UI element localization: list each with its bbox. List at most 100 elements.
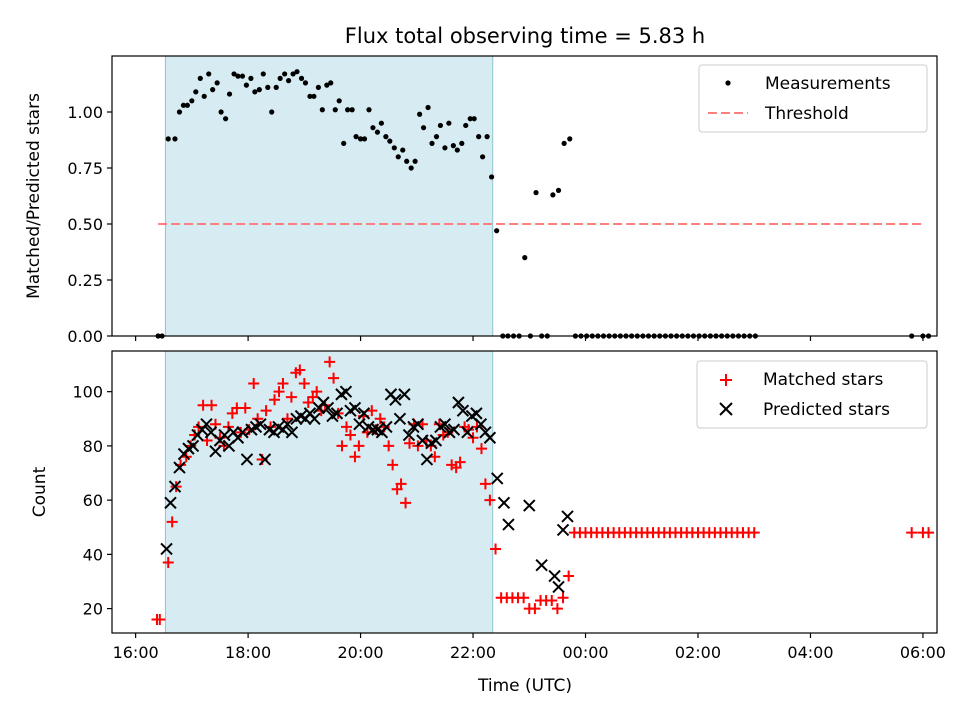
predicted-stars-point [366, 423, 380, 436]
measurement-point [417, 111, 423, 117]
measurement-point [480, 154, 486, 160]
predicted-stars-point [380, 420, 393, 434]
legend-measurements-marker [725, 80, 731, 86]
predicted-stars-point [393, 412, 407, 425]
x-tick-label: 04:00 [787, 643, 833, 662]
matched-stars-point [328, 372, 340, 384]
measurement-point [285, 78, 292, 84]
measurement-point [446, 120, 452, 126]
matched-stars-point [269, 394, 281, 406]
matched-stars-point [454, 456, 466, 468]
matched-stars-point [403, 437, 415, 449]
measurement-point [467, 116, 473, 122]
panel-count: 20 40 60 80 100 16:00 18:00 20:00 22:00 00:00 02:… [30, 350, 946, 696]
matched-stars-point [546, 594, 558, 606]
x-tick-label: 18:00 [225, 643, 271, 662]
measurement-point [489, 174, 495, 180]
measurement-point [555, 187, 562, 193]
panel-count-ytick-label: 40 [83, 545, 103, 564]
panel-ratio-ylabel: Matched/Predicted stars [24, 93, 44, 299]
panel-ratio-ytick-label: 0.50 [67, 215, 103, 234]
measurement-point [282, 71, 288, 77]
predicted-stars-point [339, 385, 353, 398]
measurement-point [400, 147, 406, 153]
measurement-point [214, 80, 220, 86]
measurement-point [315, 84, 321, 90]
panel-count-ytick-label: 100 [72, 383, 103, 402]
matched-stars-point [248, 378, 260, 390]
matched-stars-point [374, 413, 386, 425]
predicted-stars-point [209, 445, 222, 458]
predicted-stars-point [285, 426, 299, 439]
panel-ratio-ytick-label: 0.25 [67, 271, 103, 290]
measurement-point [387, 138, 393, 144]
matched-stars-point [154, 613, 166, 625]
measurement-point [277, 75, 283, 81]
measurement-point [404, 158, 410, 164]
measurement-point [210, 87, 216, 93]
panel-ratio-shaded-window [164, 55, 494, 337]
legend-predicted-label: Predicted stars [763, 400, 890, 420]
measurement-point [459, 140, 465, 146]
panel-ratio: 0.00 0.25 0.50 0.75 1.00 Matched/Predicted s… [24, 55, 938, 346]
predicted-stars-point [402, 428, 416, 442]
measurement-point [437, 122, 444, 129]
x-tick-label: 00:00 [562, 643, 608, 662]
measurement-point [349, 107, 355, 113]
measurement-point [184, 102, 190, 108]
measurement-point [324, 82, 330, 88]
predicted-stars-point [552, 580, 565, 594]
matched-stars-point [518, 592, 530, 604]
matched-stars-point [353, 440, 365, 452]
matched-stars-point [563, 570, 575, 582]
measurement-point [345, 107, 351, 113]
measurement-point [265, 84, 271, 90]
predicted-stars-point [416, 434, 429, 447]
x-tick-label: 02:00 [675, 643, 721, 662]
measurement-point [374, 129, 381, 135]
predicted-stars-point [548, 569, 561, 583]
matched-stars-point [324, 356, 336, 368]
panel-ratio-frame [111, 55, 938, 337]
predicted-stars-point [281, 418, 294, 431]
measurement-point [165, 136, 171, 142]
matched-stars-point [311, 386, 323, 398]
matched-stars-point [336, 440, 348, 452]
x-tick-label: 16:00 [113, 643, 159, 662]
matched-stars-point [395, 478, 407, 490]
measurement-point [522, 255, 528, 261]
matched-stars-point [557, 592, 569, 604]
matched-stars-point [273, 386, 285, 398]
panel-count-shaded-window [164, 350, 494, 634]
matched-stars-point [429, 451, 441, 463]
chart-title: Flux total observing time = 5.83 h [345, 24, 705, 48]
measurement-point [302, 80, 309, 86]
measurement-point [366, 107, 372, 113]
predicted-stars-point [173, 461, 186, 474]
measurement-point [395, 154, 401, 160]
measurement-point [450, 143, 456, 149]
panel-count-ylabel: Count [30, 466, 50, 517]
x-axis-label: Time (UTC) [477, 676, 572, 696]
measurement-point [357, 136, 364, 142]
matched-stars-point [400, 497, 412, 509]
predicted-stars-point [236, 426, 249, 439]
x-tick-label: 20:00 [338, 643, 384, 662]
panel-count-frame [111, 350, 938, 634]
measurement-point [533, 190, 539, 196]
measurement-point [180, 102, 187, 108]
measurement-point [341, 140, 347, 146]
predicted-stars-point [240, 453, 254, 466]
predicted-stars-point [168, 480, 182, 493]
predicted-stars-point [411, 418, 425, 431]
predicted-stars-point [556, 523, 570, 537]
measurement-point [484, 134, 490, 140]
measurement-point [189, 98, 195, 104]
panel-ratio-legend: Measurements Threshold [698, 64, 928, 133]
measurement-point [412, 158, 418, 164]
measurement-point [319, 107, 325, 113]
matched-stars-point [285, 391, 297, 403]
measurement-point [378, 120, 384, 126]
measurement-point [260, 71, 266, 77]
measurement-point [273, 84, 279, 90]
